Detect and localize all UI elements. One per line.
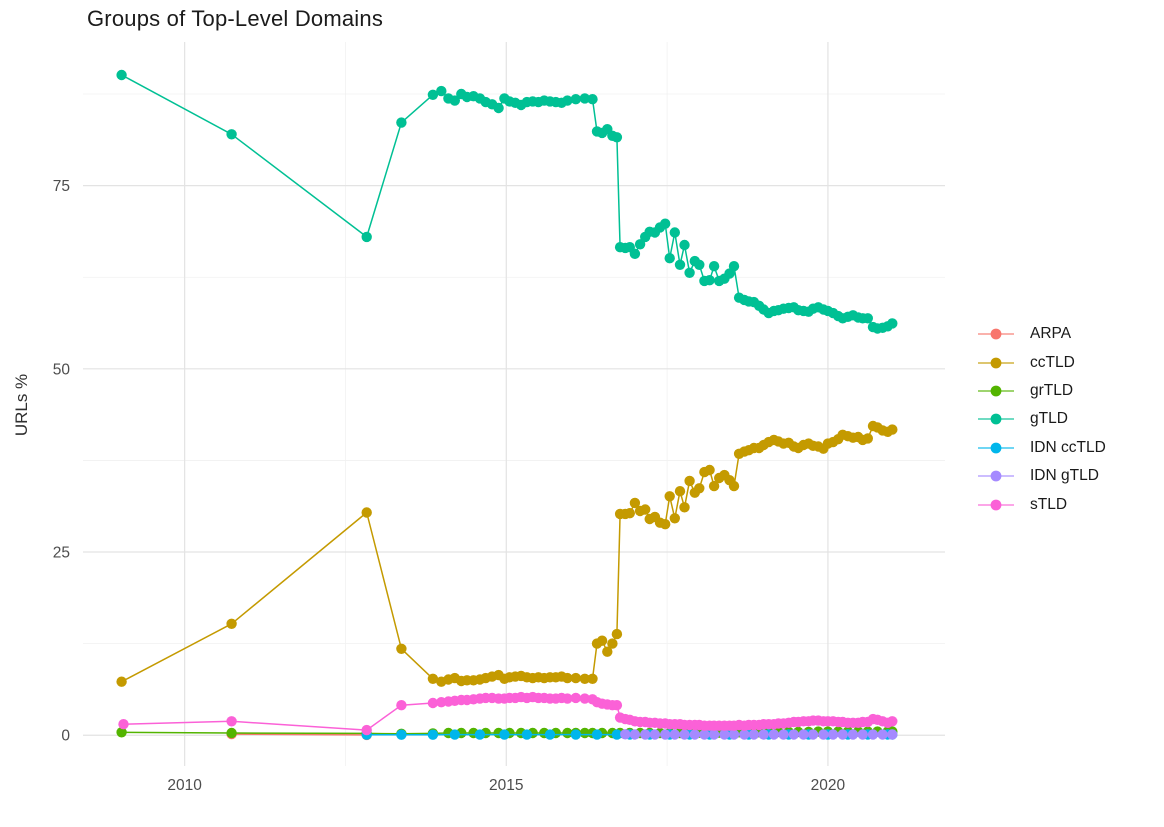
chart-title: Groups of Top-Level Domains bbox=[87, 6, 384, 31]
legend-key-icon bbox=[978, 442, 1014, 454]
x-tick-label: 2010 bbox=[167, 777, 202, 794]
legend: ARPA ccTLD grTLD gTLD IDN ccTLD IDN gTLD sTLD bbox=[976, 320, 1106, 519]
legend-item-label: gTLD bbox=[1030, 410, 1068, 428]
y-tick-label: 50 bbox=[53, 361, 71, 378]
legend-item-cctld: ccTLD bbox=[976, 348, 1106, 376]
y-tick-label: 25 bbox=[53, 545, 70, 562]
series-stld bbox=[118, 691, 898, 736]
y-tick-label: 0 bbox=[61, 728, 70, 745]
legend-item-gtld: gTLD bbox=[976, 405, 1106, 433]
y-axis-label: URLs % bbox=[12, 373, 31, 437]
legend-item-stld: sTLD bbox=[976, 490, 1106, 518]
legend-item-grtld: grTLD bbox=[976, 377, 1106, 405]
legend-item-label: sTLD bbox=[1030, 495, 1068, 513]
legend-item-label: IDN gTLD bbox=[1030, 467, 1099, 485]
legend-key-icon bbox=[978, 328, 1014, 340]
gridlines-major bbox=[83, 42, 945, 766]
x-tick-label: 2020 bbox=[811, 777, 846, 794]
series-gtld bbox=[116, 69, 898, 334]
legend-item-label: IDN ccTLD bbox=[1030, 438, 1106, 456]
series-idn-gtld bbox=[620, 729, 898, 740]
axis-tick-labels: 2010 2015 2020 0 25 50 75 bbox=[53, 178, 846, 794]
legend-key-icon bbox=[978, 357, 1014, 368]
legend-key-icon bbox=[978, 499, 1014, 510]
series-arpa bbox=[226, 728, 372, 741]
y-tick-label: 75 bbox=[53, 178, 70, 195]
legend-key-icon bbox=[978, 413, 1014, 425]
legend-key-icon bbox=[978, 470, 1014, 482]
legend-item-label: ARPA bbox=[1030, 325, 1072, 343]
series-cctld bbox=[116, 420, 898, 687]
legend-item-label: ccTLD bbox=[1030, 353, 1075, 371]
legend-key-icon bbox=[978, 385, 1014, 397]
legend-item-arpa: ARPA bbox=[976, 320, 1106, 348]
gridlines-minor bbox=[83, 42, 945, 766]
legend-item-idn-cctld: IDN ccTLD bbox=[976, 434, 1106, 462]
legend-item-label: grTLD bbox=[1030, 381, 1074, 399]
legend-item-idn-gtld: IDN gTLD bbox=[976, 462, 1106, 490]
x-tick-label: 2015 bbox=[489, 777, 523, 794]
